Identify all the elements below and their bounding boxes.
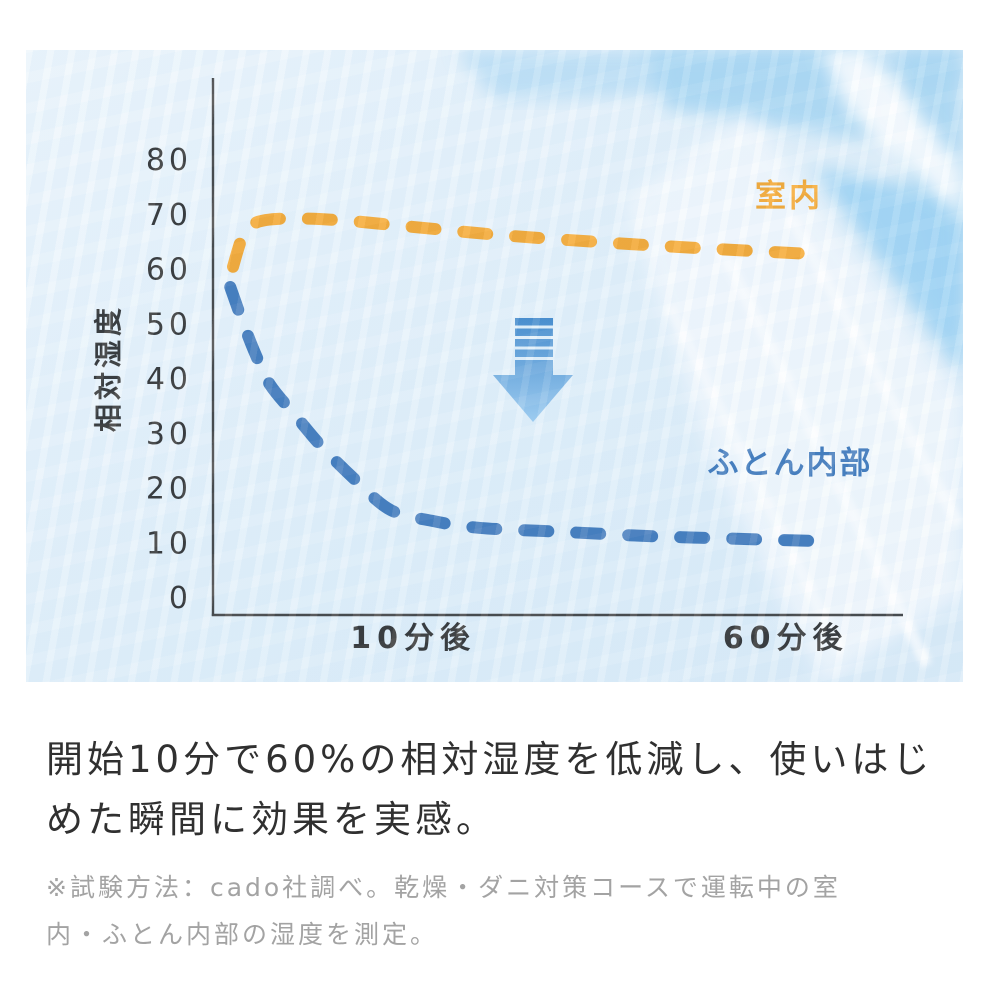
y-tick-label-0: 0 <box>169 581 192 616</box>
futon-series-line <box>224 281 827 548</box>
fabric-sky-background <box>26 50 963 682</box>
indoor-series-line <box>227 212 821 273</box>
fabric-photo-chart-area: 0 10 20 30 40 50 60 70 80 10分後 60分後 相対湿度 室内 ふとん内部 <box>26 50 963 682</box>
indoor-series-label: 室内 <box>755 178 823 215</box>
footnote-line-1: ※試験方法：cado社調べ。乾燥・ダニ対策コースで運転中の室 <box>46 873 841 902</box>
x-tick-label-1: 60分後 <box>723 621 849 656</box>
axes <box>211 78 903 617</box>
y-tick-label-50: 50 <box>146 307 192 342</box>
humidity-line-chart: 0 10 20 30 40 50 60 70 80 10分後 60分後 <box>146 78 903 656</box>
caption-line-2: めた瞬間に効果を実感。 <box>46 798 497 841</box>
y-tick-label-70: 70 <box>146 198 192 233</box>
y-axis-title: 相対湿度 <box>92 303 125 433</box>
caption-line-1: 開始10分で60%の相対湿度を低減し、使いはじ <box>46 738 934 781</box>
futon-series-label: ふとん内部 <box>707 445 873 482</box>
y-tick-label-30: 30 <box>146 417 192 452</box>
down-arrow-icon <box>493 318 573 422</box>
y-tick-label-80: 80 <box>146 143 192 178</box>
caption: 開始10分で60%の相対湿度を低減し、使いはじ めた瞬間に効果を実感。 <box>46 730 971 850</box>
y-tick-label-60: 60 <box>146 253 192 288</box>
y-tick-label-20: 20 <box>146 472 192 507</box>
y-tick-label-40: 40 <box>146 362 192 397</box>
x-tick-label-0: 10分後 <box>350 621 476 656</box>
footnote-line-2: 内・ふとん内部の湿度を測定。 <box>46 920 439 949</box>
y-tick-label-10: 10 <box>146 526 192 561</box>
footnote: ※試験方法：cado社調べ。乾燥・ダニ対策コースで運転中の室 内・ふとん内部の湿… <box>46 864 971 958</box>
